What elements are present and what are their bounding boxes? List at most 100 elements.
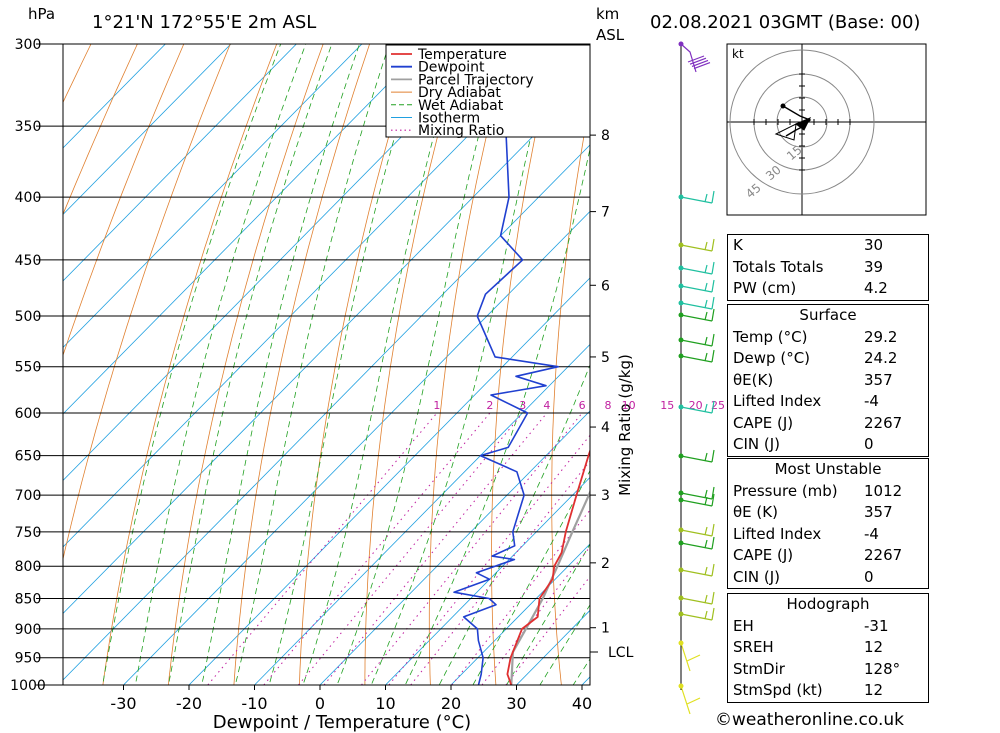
wind-barb-feather	[711, 238, 715, 252]
index-value: 4.2	[864, 279, 888, 297]
wind-barb-feather	[704, 489, 708, 499]
index-label: Totals Totals	[733, 257, 824, 276]
wet-adiabat-line	[302, 44, 460, 685]
dry-adiabat-line	[298, 44, 417, 685]
most-unstable-value: 0	[864, 567, 874, 586]
mixing-ratio-label: 15	[660, 399, 674, 412]
pressure-tick-label: 700	[15, 488, 42, 504]
wet-adiabat-line	[268, 44, 423, 685]
pressure-tick-label: 1000	[10, 678, 46, 694]
wind-barb-feather	[689, 57, 707, 65]
wind-barb-feather	[711, 607, 715, 621]
wet-adiabat-line	[370, 44, 554, 685]
isotherm-line	[319, 410, 590, 685]
most-unstable-value: -4	[864, 524, 879, 543]
hodograph-table: Hodograph EH -31 SREH 12 StmDir 128° StmSpd (kt…	[727, 593, 929, 703]
pressure-tick-label: 400	[15, 190, 42, 206]
hodograph-stat-title: Hodograph	[786, 595, 870, 613]
wind-barbs	[678, 41, 715, 715]
height-unit: km	[596, 5, 619, 23]
mixing-ratio-line	[361, 412, 583, 685]
surface-row: Lifted Index -4	[728, 391, 928, 413]
wind-barb-feather	[704, 526, 708, 536]
height-tick-label: 3	[601, 488, 610, 504]
most-unstable-value: 2267	[864, 546, 903, 564]
most-unstable-label: Pressure (mb)	[733, 481, 838, 500]
index-label: PW (cm)	[733, 279, 797, 297]
wind-barb-feather	[686, 654, 701, 662]
wind-barb	[680, 355, 713, 363]
wind-barb	[680, 244, 713, 252]
mixing-ratio-label: 2	[486, 399, 493, 412]
x-tick-label: -20	[176, 694, 202, 713]
wind-barb	[680, 196, 713, 204]
index-row: K 30	[728, 235, 928, 257]
dry-adiabat-line	[925, 7, 1000, 711]
x-tick-label: -30	[110, 694, 136, 713]
surface-label: Temp (°C)	[733, 327, 808, 346]
isotherm-line	[384, 476, 590, 685]
most-unstable-row: Pressure (mb) 1012	[728, 481, 928, 503]
hodograph-ring	[729, 49, 875, 195]
wind-barb-feather	[687, 55, 705, 63]
most-unstable-row: CIN (J) 0	[728, 567, 928, 589]
wind-barb-feather	[711, 449, 715, 463]
wet-adiabat-line	[539, 604, 590, 685]
height-tick-label: 1	[601, 621, 610, 637]
wind-barb	[680, 492, 713, 500]
surface-row: θE(K) 357	[728, 370, 928, 392]
wind-barb-feather	[704, 282, 708, 292]
pressure-tick-label: 600	[15, 406, 42, 422]
isotherm-line	[63, 44, 232, 216]
height-axis: 1 2 3 4 5 6 7 8 LCL	[589, 44, 634, 685]
most-unstable-label: CIN (J)	[733, 567, 781, 586]
surface-label: Lifted Index	[733, 392, 822, 410]
wind-barb-feather	[711, 308, 715, 322]
wet-adiabat-line	[438, 363, 590, 685]
wind-barb	[680, 43, 697, 73]
pressure-tick-label: 750	[15, 525, 42, 541]
copyright: ©weatheronline.co.uk	[715, 710, 905, 730]
index-label: K	[733, 236, 743, 254]
height-tick-label: 4	[601, 420, 610, 436]
wind-barb	[680, 597, 713, 605]
wind-barb-feather	[704, 566, 708, 576]
index-row: Totals Totals 39	[728, 257, 928, 279]
dry-adiabat-line	[233, 44, 371, 685]
wet-adiabat-line	[336, 44, 503, 685]
surface-label: CAPE (J)	[733, 413, 794, 432]
wind-barb	[680, 339, 713, 347]
hodograph-unit: kt	[732, 47, 744, 61]
wind-barb-feather	[711, 279, 715, 293]
mixing-ratio-line	[207, 412, 438, 685]
wet-adiabat-line	[168, 44, 333, 685]
wind-barb	[680, 569, 713, 577]
isotherm-line	[63, 44, 166, 149]
surface-row: Temp (°C) 29.2	[728, 327, 928, 349]
wind-barb-feather	[693, 62, 711, 70]
mixing-ratio-label: 8	[605, 399, 612, 412]
most-unstable-label: CAPE (J)	[733, 546, 794, 564]
surface-value: 0	[864, 435, 874, 453]
isotherm-line	[63, 44, 297, 282]
pressure-tick-label: 450	[15, 253, 42, 269]
wind-barb-feather	[711, 493, 715, 507]
dry-adiabat-line	[63, 44, 138, 216]
legend-box	[385, 44, 591, 138]
hodograph-frame	[726, 43, 927, 216]
dry-adiabat-line	[63, 44, 231, 561]
wind-barb-feather	[704, 336, 708, 346]
surface-value: 357	[864, 370, 893, 389]
wind-barb-feather	[711, 523, 715, 537]
mixing-ratio-label: 6	[579, 399, 586, 412]
wind-barb-feather	[711, 486, 715, 500]
hodograph-stat-label: SREH	[733, 638, 774, 656]
x-tick-label: 0	[315, 694, 325, 713]
wet-adiabat-line	[234, 44, 390, 685]
isotherm-line	[63, 44, 363, 349]
isotherm-line	[122, 210, 590, 685]
mixing-ratio-line	[388, 434, 590, 685]
legend-label: Parcel Trajectory	[418, 72, 534, 88]
legend-label: Wet Adiabat	[418, 98, 504, 114]
isotherm-line	[63, 144, 590, 681]
